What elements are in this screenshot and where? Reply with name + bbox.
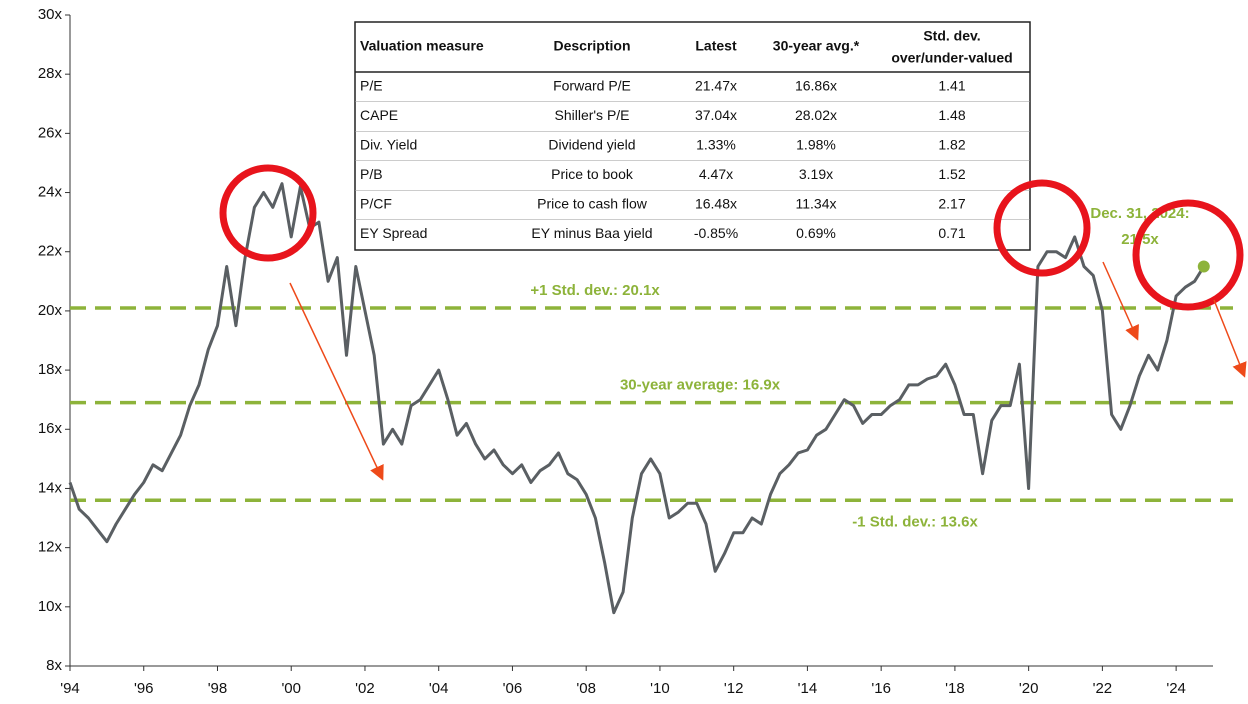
y-tick-label: 12x bbox=[38, 539, 63, 556]
y-tick-label: 10x bbox=[38, 598, 63, 615]
x-tick-label: '00 bbox=[281, 680, 301, 697]
x-tick-label: '22 bbox=[1093, 680, 1113, 697]
table-header: Valuation measure bbox=[360, 38, 484, 54]
x-tick-label: '12 bbox=[724, 680, 744, 697]
x-tick-label: '04 bbox=[429, 680, 449, 697]
y-tick-label: 24x bbox=[38, 184, 63, 201]
table-cell: 4.47x bbox=[699, 166, 733, 182]
table-cell: 28.02x bbox=[795, 107, 837, 123]
table-cell: 1.52 bbox=[938, 166, 965, 182]
table-cell: 1.48 bbox=[938, 107, 965, 123]
x-tick-label: '98 bbox=[208, 680, 228, 697]
y-tick-label: 28x bbox=[38, 65, 63, 82]
table-cell: 0.71 bbox=[938, 225, 965, 241]
table-cell: Price to cash flow bbox=[537, 196, 648, 212]
table-cell: Forward P/E bbox=[553, 78, 631, 94]
table-header: Description bbox=[553, 38, 630, 54]
x-tick-label: '94 bbox=[60, 680, 80, 697]
table-header: Latest bbox=[695, 38, 737, 54]
table-cell: 0.69% bbox=[796, 225, 836, 241]
x-tick-label: '96 bbox=[134, 680, 154, 697]
y-tick-label: 20x bbox=[38, 302, 63, 319]
table-cell: 1.98% bbox=[796, 137, 836, 153]
table-cell: -0.85% bbox=[694, 225, 738, 241]
highlight-circle bbox=[993, 179, 1091, 277]
reference-label: +1 Std. dev.: 20.1x bbox=[530, 282, 660, 299]
table-header: Std. dev. bbox=[923, 28, 980, 44]
reference-label: 30-year average: 16.9x bbox=[620, 377, 781, 394]
x-tick-label: '14 bbox=[798, 680, 818, 697]
arrow bbox=[289, 282, 384, 481]
valuation-table: Valuation measure Description Latest 30-yea… bbox=[354, 21, 1031, 251]
x-tick-label: '10 bbox=[650, 680, 670, 697]
arrows bbox=[289, 261, 1247, 481]
table-cell: Dividend yield bbox=[548, 137, 635, 153]
table-cell: Div. Yield bbox=[360, 137, 417, 153]
table-cell: 1.82 bbox=[938, 137, 965, 153]
arrow bbox=[1213, 299, 1247, 378]
table-cell: EY minus Baa yield bbox=[531, 225, 652, 241]
highlight-circle bbox=[1132, 199, 1244, 311]
pe-line bbox=[68, 182, 1206, 615]
table-header: over/under-valued bbox=[891, 50, 1012, 66]
arrow bbox=[1102, 261, 1139, 341]
x-tick-label: '08 bbox=[576, 680, 596, 697]
x-tick-label: '20 bbox=[1019, 680, 1039, 697]
table-cell: P/B bbox=[360, 166, 383, 182]
table-cell: CAPE bbox=[360, 107, 398, 123]
table-cell: 16.86x bbox=[795, 78, 837, 94]
table-cell: P/CF bbox=[360, 196, 392, 212]
y-tick-label: 16x bbox=[38, 420, 63, 437]
reference-label: -1 Std. dev.: 13.6x bbox=[852, 513, 978, 530]
x-tick-label: '18 bbox=[945, 680, 965, 697]
table-cell: Price to book bbox=[551, 166, 634, 182]
x-tick-label: '02 bbox=[355, 680, 375, 697]
y-tick-label: 26x bbox=[38, 124, 63, 141]
table-header: 30-year avg.* bbox=[773, 38, 860, 54]
y-tick-label: 14x bbox=[38, 479, 63, 496]
y-tick-label: 22x bbox=[38, 243, 63, 260]
table-cell: 16.48x bbox=[695, 196, 737, 212]
table-border bbox=[354, 21, 1031, 251]
table-cell: 37.04x bbox=[695, 107, 737, 123]
table-cell: P/E bbox=[360, 78, 383, 94]
y-tick-label: 30x bbox=[38, 6, 63, 23]
x-tick-label: '16 bbox=[871, 680, 891, 697]
highlight-circle bbox=[219, 164, 317, 262]
table-cell: 3.19x bbox=[799, 166, 833, 182]
table-cell: 21.47x bbox=[695, 78, 737, 94]
table-cell: 1.41 bbox=[938, 78, 965, 94]
y-tick-label: 8x bbox=[46, 657, 62, 674]
x-tick-label: '24 bbox=[1166, 680, 1186, 697]
y-tick-label: 18x bbox=[38, 361, 63, 378]
table-cell: 2.17 bbox=[938, 196, 965, 212]
table-cell: EY Spread bbox=[360, 225, 427, 241]
plot-area: 8x 10x 12x 14x 16x 18x 20x 22x 24x 26x 28x 30x '94 '9… bbox=[38, 6, 1233, 697]
table-cell: 1.33% bbox=[696, 137, 736, 153]
end-point bbox=[1197, 260, 1210, 273]
table-cell: 11.34x bbox=[796, 196, 837, 212]
highlights bbox=[219, 164, 1244, 311]
table-cell: Shiller's P/E bbox=[554, 107, 629, 123]
x-tick-label: '06 bbox=[503, 680, 523, 697]
